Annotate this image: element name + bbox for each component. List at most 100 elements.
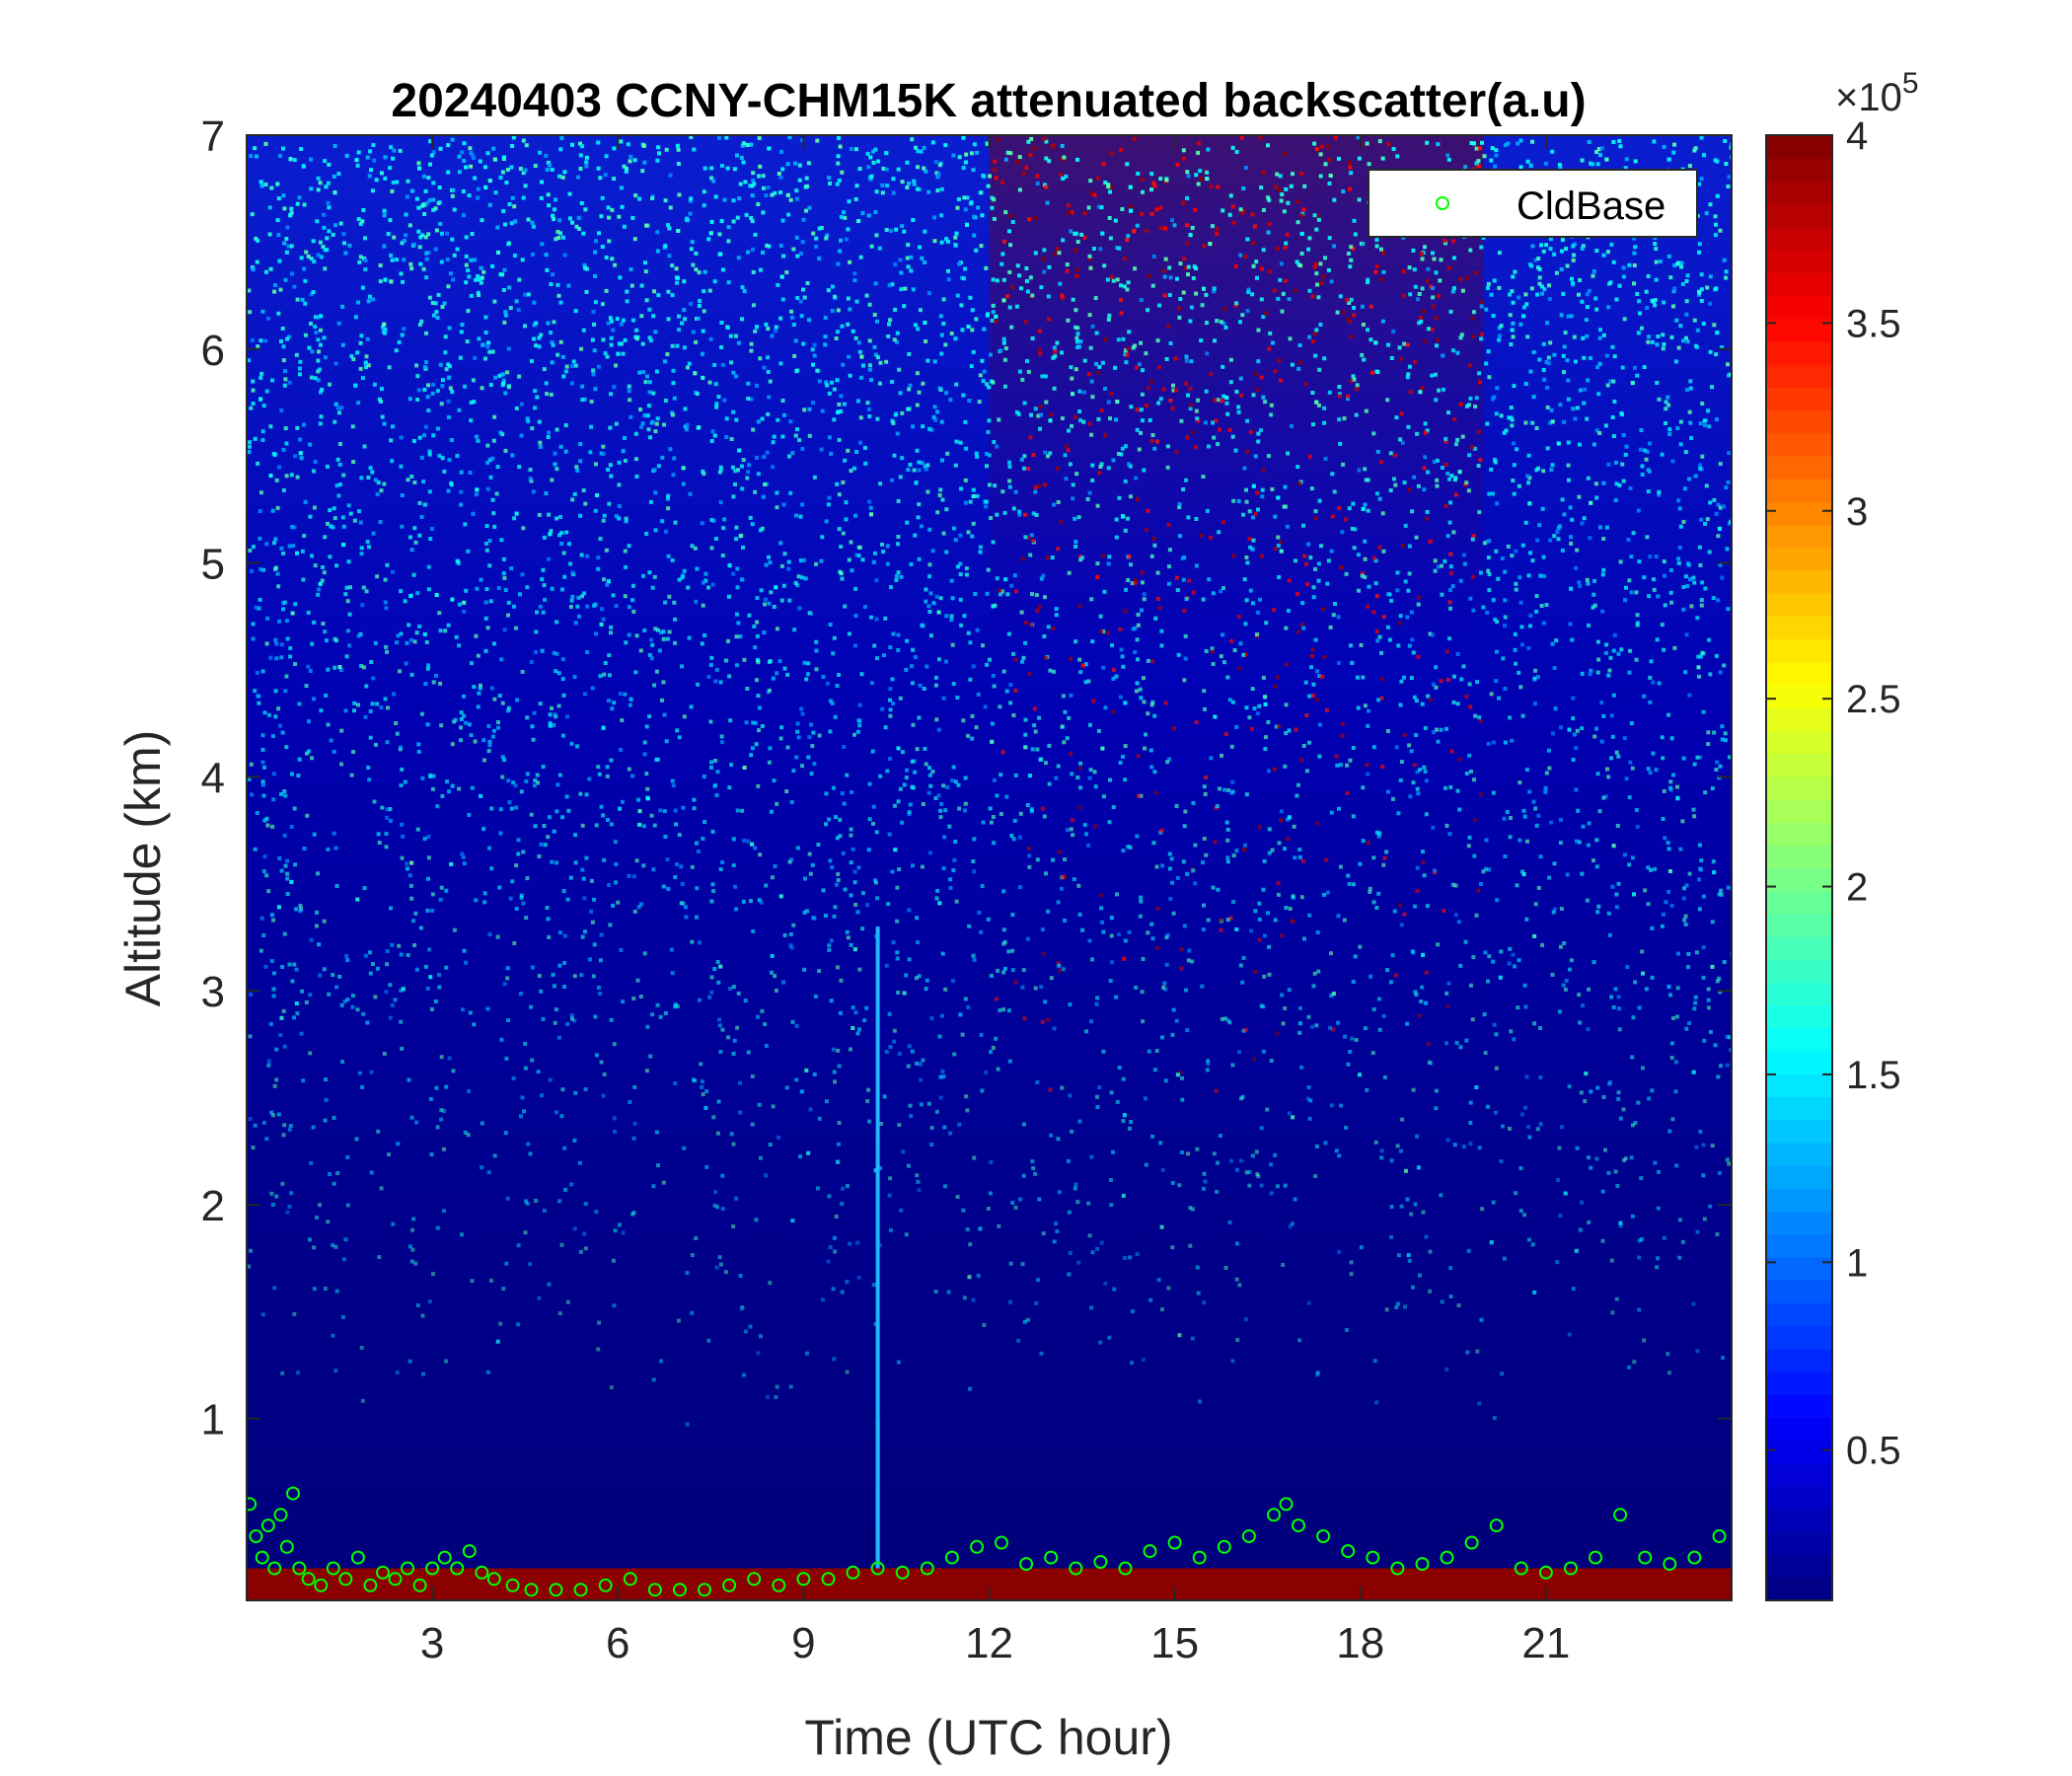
noise-cell [915, 1061, 919, 1066]
noise-cell [875, 656, 879, 661]
noise-cell [259, 948, 263, 953]
noise-cell [1227, 428, 1232, 432]
noise-cell [1006, 1008, 1011, 1013]
noise-cell [971, 1297, 976, 1302]
noise-cell [519, 896, 524, 900]
noise-cell [716, 395, 721, 400]
noise-cell [829, 999, 834, 1003]
noise-cell [1513, 647, 1517, 652]
noise-cell [610, 706, 615, 711]
noise-cell [1708, 301, 1713, 306]
noise-cell [1405, 1197, 1410, 1202]
noise-cell [1212, 435, 1217, 440]
noise-cell [1329, 810, 1334, 815]
noise-cell [1108, 979, 1113, 984]
noise-cell [372, 158, 377, 163]
noise-cell [397, 339, 402, 344]
noise-cell [794, 1024, 799, 1028]
noise-cell [853, 903, 858, 907]
noise-cell [1277, 575, 1282, 579]
noise-cell [685, 422, 690, 427]
noise-cell [1283, 246, 1288, 250]
noise-cell [758, 164, 763, 169]
noise-cell [1385, 398, 1390, 403]
noise-cell [511, 1075, 516, 1080]
noise-cell [1451, 700, 1456, 704]
noise-cell [1618, 559, 1623, 564]
noise-cell [1409, 749, 1414, 754]
noise-cell [1209, 185, 1214, 189]
noise-cell [1102, 589, 1107, 594]
noise-cell [446, 399, 451, 404]
noise-cell [519, 893, 524, 898]
noise-cell [733, 333, 738, 338]
noise-cell [955, 205, 960, 210]
noise-cell [281, 358, 286, 363]
noise-cell [1225, 675, 1230, 680]
noise-cell [1650, 1088, 1655, 1093]
noise-cell [1712, 497, 1717, 502]
noise-cell [1549, 407, 1554, 412]
noise-cell [928, 783, 933, 788]
noise-cell [1168, 398, 1173, 403]
noise-cell [1188, 403, 1193, 407]
noise-cell [268, 655, 273, 660]
noise-cell [1380, 511, 1385, 516]
noise-cell [1609, 242, 1614, 247]
noise-cell [1075, 332, 1080, 336]
noise-cell [1347, 160, 1352, 165]
noise-cell [1229, 744, 1234, 749]
noise-cell [989, 820, 994, 825]
noise-cell [1448, 588, 1452, 593]
noise-cell [1380, 765, 1385, 769]
noise-cell [461, 189, 466, 193]
noise-cell [771, 465, 776, 470]
noise-cell [338, 668, 343, 673]
noise-cell [422, 837, 427, 842]
noise-cell [495, 934, 500, 939]
noise-cell [1487, 491, 1492, 496]
noise-cell [1299, 895, 1304, 900]
noise-cell [1152, 770, 1157, 775]
noise-cell [264, 269, 268, 274]
noise-cell [943, 1184, 947, 1189]
noise-cell [1001, 340, 1006, 345]
noise-cell [1261, 395, 1266, 400]
noise-cell [918, 683, 923, 688]
noise-cell [1200, 984, 1205, 989]
noise-cell [748, 899, 753, 904]
noise-cell [1600, 572, 1605, 577]
noise-cell [1098, 1340, 1103, 1345]
noise-cell [1202, 689, 1207, 694]
noise-cell [1667, 1370, 1671, 1375]
noise-cell [316, 176, 321, 181]
noise-cell [1443, 504, 1448, 508]
noise-cell [1090, 395, 1095, 400]
noise-cell [1614, 750, 1619, 755]
noise-cell [447, 458, 452, 463]
noise-cell [596, 1347, 601, 1352]
noise-cell [935, 175, 940, 180]
noise-cell [600, 607, 604, 612]
noise-cell [837, 402, 842, 407]
noise-cell [1484, 838, 1489, 843]
noise-cell [393, 998, 398, 1002]
noise-cell [1552, 252, 1557, 257]
noise-cell [712, 967, 717, 971]
noise-cell [537, 974, 542, 978]
noise-cell [1549, 820, 1554, 825]
noise-cell [1510, 423, 1515, 428]
noise-cell [1008, 701, 1013, 705]
noise-cell [1244, 1170, 1249, 1175]
noise-cell [1141, 580, 1145, 585]
noise-cell [1273, 1152, 1278, 1157]
noise-cell [526, 292, 531, 297]
noise-cell [1088, 179, 1093, 184]
noise-cell [598, 537, 603, 541]
noise-cell [558, 147, 563, 152]
noise-cell [1575, 1146, 1580, 1150]
noise-cell [647, 714, 651, 719]
noise-cell [1444, 1041, 1448, 1046]
noise-cell [1468, 396, 1473, 401]
noise-cell [738, 1080, 743, 1085]
